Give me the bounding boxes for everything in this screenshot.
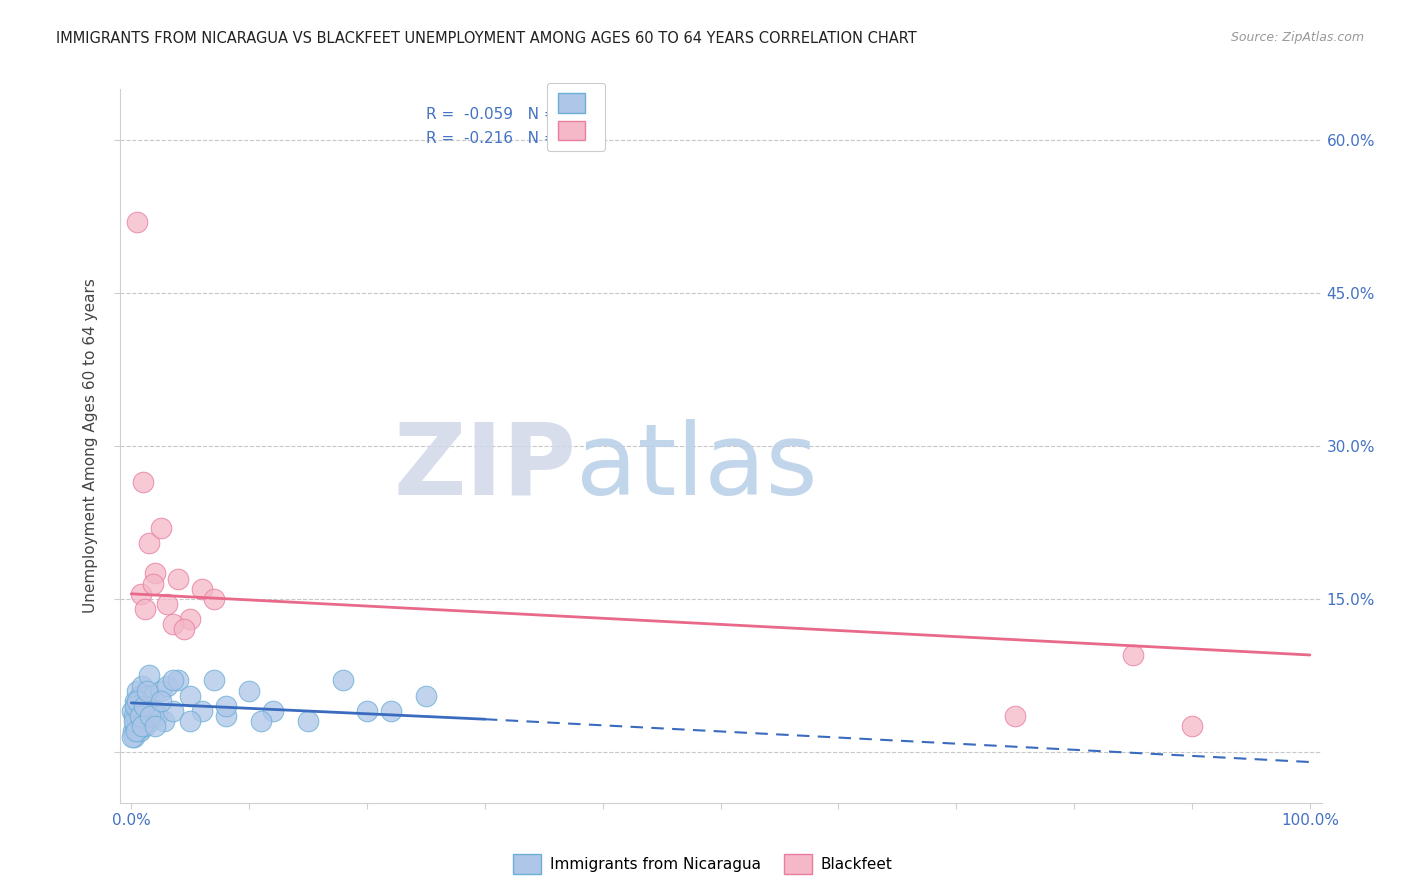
Point (156, 597, 179, 611)
Point (124, 719, 146, 733)
Point (191, 582, 214, 596)
Point (143, 566, 166, 581)
Point (135, 683, 157, 698)
Point (125, 698, 148, 713)
Point (415, 689, 437, 703)
Point (143, 719, 166, 733)
Text: Source: ZipAtlas.com: Source: ZipAtlas.com (1230, 31, 1364, 45)
Point (134, 698, 156, 713)
Point (250, 714, 273, 729)
Point (139, 709, 162, 723)
Point (128, 709, 150, 723)
Point (127, 215, 149, 229)
Point (132, 704, 155, 718)
Point (143, 704, 166, 718)
Point (167, 572, 190, 586)
Point (122, 730, 145, 744)
Legend: , : , (547, 83, 606, 151)
Point (202, 673, 225, 688)
Point (214, 709, 236, 723)
Point (167, 673, 190, 688)
Point (122, 714, 145, 729)
Point (146, 709, 169, 723)
Point (214, 698, 236, 713)
Point (131, 679, 153, 693)
Point (262, 704, 284, 718)
Point (162, 617, 184, 632)
Point (139, 714, 162, 729)
Point (162, 673, 184, 688)
Point (127, 694, 149, 708)
Point (149, 694, 172, 708)
Point (129, 704, 152, 718)
Legend: Immigrants from Nicaragua, Blackfeet: Immigrants from Nicaragua, Blackfeet (508, 848, 898, 880)
Point (135, 689, 157, 703)
Point (132, 714, 155, 729)
Point (179, 612, 201, 626)
Point (134, 694, 156, 708)
Point (129, 587, 152, 601)
Point (131, 719, 153, 733)
Point (132, 475, 155, 489)
Point (124, 698, 146, 713)
Text: atlas: atlas (576, 419, 818, 516)
Point (127, 704, 149, 718)
Point (141, 689, 163, 703)
Point (297, 714, 319, 729)
Point (153, 714, 176, 729)
Point (122, 724, 145, 739)
Point (1004, 709, 1026, 723)
Point (136, 704, 159, 718)
Point (173, 623, 195, 637)
Point (156, 679, 179, 693)
Point (179, 689, 201, 703)
Y-axis label: Unemployment Among Ages 60 to 64 years: Unemployment Among Ages 60 to 64 years (83, 278, 98, 614)
Point (127, 683, 149, 698)
Point (356, 704, 378, 718)
Point (125, 724, 148, 739)
Point (121, 730, 143, 744)
Point (162, 704, 184, 718)
Text: R =  -0.216   N = 18: R = -0.216 N = 18 (426, 130, 581, 145)
Point (1181, 719, 1204, 733)
Point (191, 704, 214, 718)
Point (134, 602, 156, 616)
Point (134, 704, 156, 718)
Point (129, 724, 152, 739)
Point (1122, 648, 1144, 662)
Text: IMMIGRANTS FROM NICARAGUA VS BLACKFEET UNEMPLOYMENT AMONG AGES 60 TO 64 YEARS CO: IMMIGRANTS FROM NICARAGUA VS BLACKFEET U… (56, 31, 917, 46)
Point (128, 709, 150, 723)
Point (122, 709, 145, 723)
Point (131, 714, 153, 729)
Point (149, 520, 172, 534)
Point (134, 719, 156, 733)
Point (202, 591, 225, 606)
Point (127, 724, 149, 739)
Point (380, 704, 402, 718)
Point (121, 704, 143, 718)
Point (149, 683, 172, 698)
Point (128, 689, 150, 703)
Text: ZIP: ZIP (394, 419, 576, 516)
Point (138, 536, 160, 550)
Point (125, 714, 148, 729)
Point (332, 673, 354, 688)
Point (138, 668, 160, 682)
Point (124, 694, 146, 708)
Point (238, 683, 260, 698)
Point (131, 719, 153, 733)
Text: R =  -0.059   N = 62: R = -0.059 N = 62 (426, 107, 581, 122)
Point (141, 576, 163, 591)
Point (179, 714, 201, 729)
